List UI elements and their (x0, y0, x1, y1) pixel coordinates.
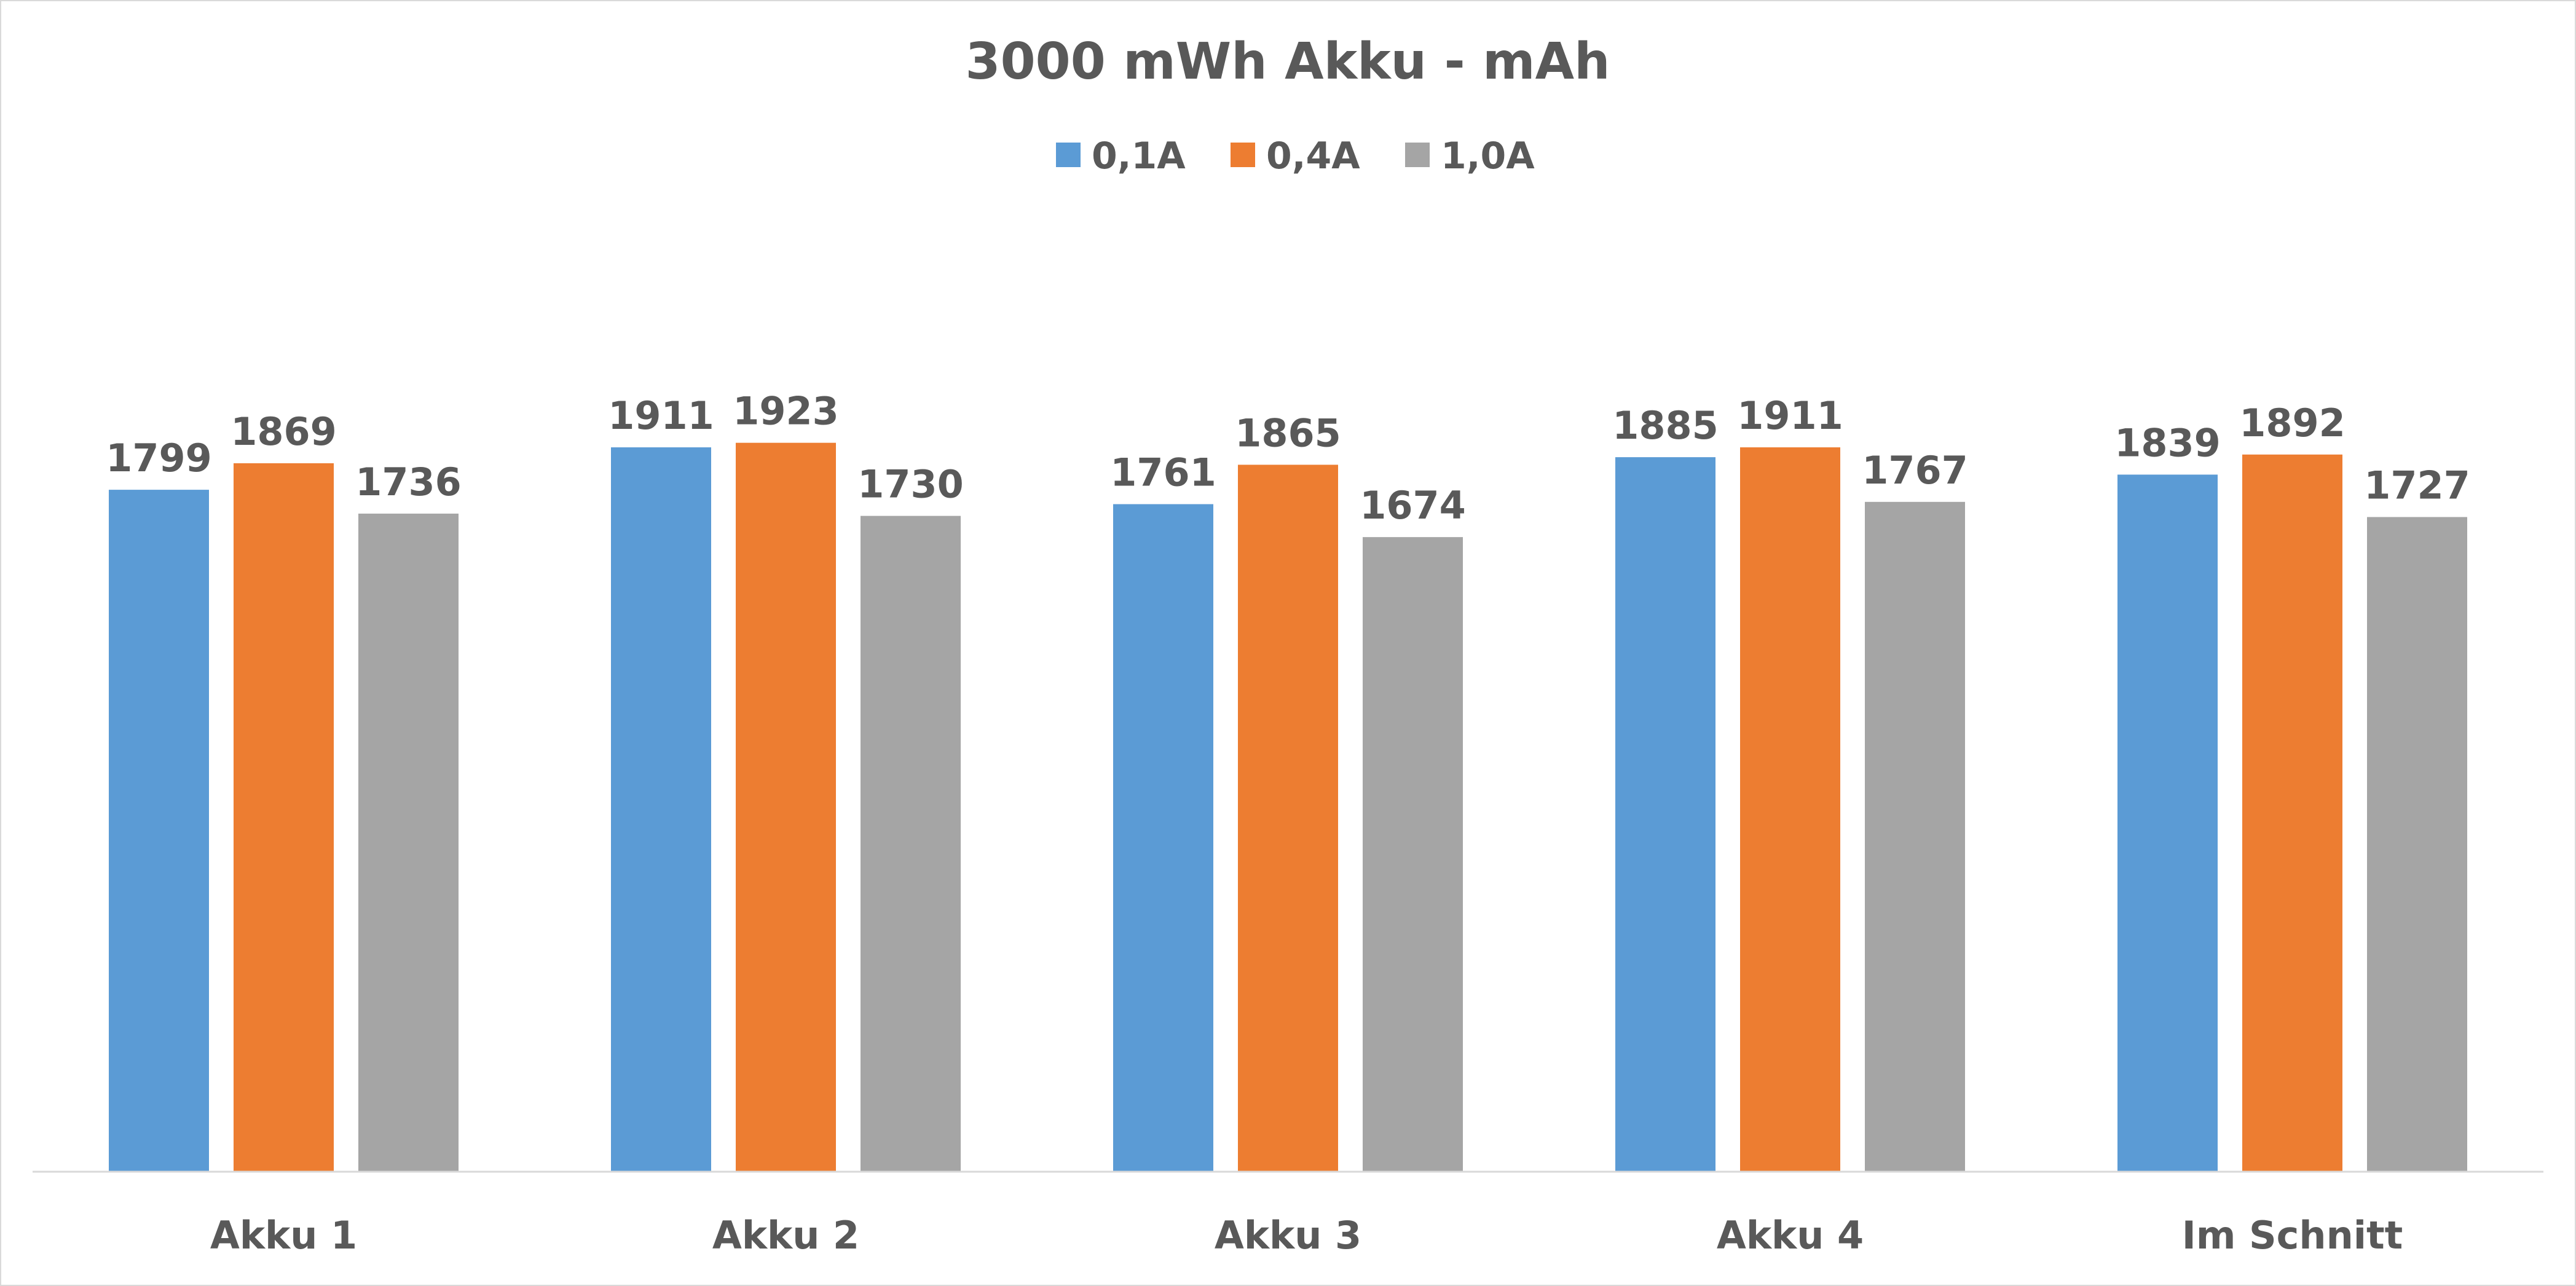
x-tick-label: Im Schnitt (2182, 1213, 2403, 1258)
data-label: 1911 (1737, 393, 1843, 438)
bars: 1799 1869 1736 1911 1923 1730 1761 1865 1674 1885… (106, 389, 2470, 1172)
bar-1,0A-Akku 2 (861, 516, 961, 1172)
legend: 0,1A 0,4A 1,0A (1056, 135, 1535, 178)
x-tick-label: Akku 4 (1717, 1213, 1864, 1258)
bar-0,4A-Akku 1 (234, 463, 334, 1171)
bar-1,0A-Akku 3 (1363, 537, 1463, 1171)
data-label: 1674 (1360, 483, 1466, 528)
legend-label: 0,1A (1092, 135, 1186, 178)
data-label: 1923 (733, 389, 839, 434)
chart-title: 3000 mWh Akku - mAh (966, 33, 1610, 91)
data-label: 1892 (2239, 401, 2346, 445)
bar-0,4A-Akku 3 (1238, 465, 1338, 1171)
data-label: 1839 (2114, 420, 2221, 465)
bar-1,0A-Akku 1 (358, 513, 459, 1171)
data-label: 1730 (857, 462, 964, 507)
bar-1,0A-Akku 4 (1865, 501, 1965, 1171)
bar-0,1A-Akku 2 (611, 447, 711, 1171)
bar-0,4A-Akku 4 (1740, 447, 1840, 1171)
bar-0,1A-Akku 3 (1113, 504, 1213, 1172)
bar-1,0A-Im Schnitt (2367, 517, 2467, 1171)
bar-0,4A-Akku 2 (736, 442, 836, 1171)
bar-0,1A-Akku 4 (1615, 457, 1715, 1172)
x-tick-label: Akku 3 (1215, 1213, 1361, 1258)
data-label: 1865 (1235, 410, 1341, 455)
data-label: 1727 (2364, 463, 2470, 508)
legend-label: 1,0A (1441, 135, 1535, 178)
data-label: 1911 (608, 393, 714, 438)
legend-swatch (1231, 143, 1255, 167)
data-label: 1761 (1110, 450, 1216, 495)
x-axis-labels: Akku 1 Akku 2 Akku 3 Akku 4 Im Schnitt (210, 1213, 2403, 1258)
bar-0,4A-Im Schnitt (2242, 454, 2342, 1171)
bar-0,1A-Im Schnitt (2117, 474, 2218, 1171)
legend-label: 0,4A (1266, 135, 1360, 178)
bar-0,1A-Akku 1 (109, 490, 209, 1171)
data-label: 1799 (106, 436, 212, 480)
data-label: 1885 (1612, 403, 1719, 448)
x-tick-label: Akku 1 (210, 1213, 357, 1258)
x-tick-label: Akku 2 (712, 1213, 859, 1258)
data-label: 1736 (355, 460, 462, 504)
data-label: 1767 (1862, 448, 1968, 493)
legend-swatch (1405, 143, 1430, 167)
data-label: 1869 (230, 409, 337, 454)
legend-swatch (1056, 143, 1081, 167)
